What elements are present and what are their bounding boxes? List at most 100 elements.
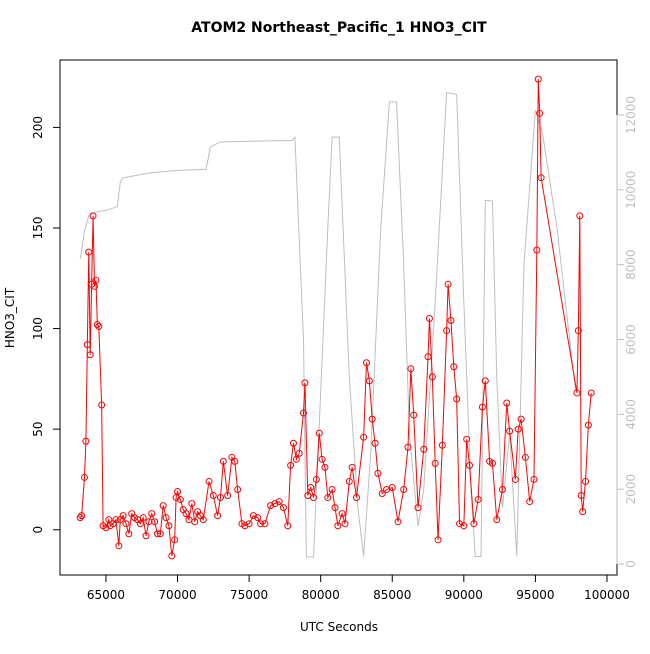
series-line bbox=[79, 79, 592, 556]
point bbox=[254, 514, 262, 522]
point bbox=[517, 415, 525, 423]
point bbox=[89, 212, 97, 220]
point bbox=[414, 504, 422, 512]
point bbox=[536, 109, 544, 117]
point bbox=[443, 327, 451, 335]
point bbox=[85, 248, 93, 256]
x-tick-label: 95000 bbox=[516, 588, 554, 602]
point bbox=[579, 508, 587, 516]
point bbox=[267, 502, 275, 510]
point bbox=[165, 522, 173, 530]
x-tick-label: 65000 bbox=[87, 588, 125, 602]
point bbox=[456, 520, 464, 528]
y-axis-label: HNO3_CIT bbox=[3, 287, 17, 348]
point bbox=[574, 327, 582, 335]
point bbox=[407, 365, 415, 373]
point bbox=[530, 475, 538, 483]
point bbox=[224, 492, 232, 500]
point bbox=[174, 488, 182, 496]
point bbox=[420, 445, 428, 453]
y-tick-label: 100 bbox=[31, 317, 45, 340]
point bbox=[279, 504, 287, 512]
point bbox=[506, 427, 514, 435]
point bbox=[95, 323, 103, 331]
point bbox=[245, 520, 253, 528]
point bbox=[153, 530, 161, 538]
point bbox=[348, 463, 356, 471]
chart-title: ATOM2 Northeast_Pacific_1 HNO3_CIT bbox=[191, 20, 487, 36]
point bbox=[460, 522, 468, 530]
point bbox=[92, 276, 100, 284]
point bbox=[352, 494, 360, 502]
point bbox=[249, 512, 257, 520]
point bbox=[362, 359, 370, 367]
point bbox=[503, 399, 511, 407]
point bbox=[82, 437, 90, 445]
point bbox=[271, 500, 279, 508]
point bbox=[78, 512, 86, 520]
y2-tick-label: 8000 bbox=[624, 249, 638, 280]
x-tick-label: 85000 bbox=[373, 588, 411, 602]
point bbox=[533, 246, 541, 254]
point bbox=[214, 512, 222, 520]
point bbox=[584, 421, 592, 429]
point bbox=[142, 532, 150, 540]
point bbox=[526, 498, 534, 506]
point bbox=[463, 435, 471, 443]
point bbox=[341, 520, 349, 528]
point bbox=[115, 542, 123, 550]
point bbox=[318, 455, 326, 463]
x-tick-label: 70000 bbox=[158, 588, 196, 602]
point bbox=[98, 401, 106, 409]
point bbox=[151, 518, 159, 526]
point bbox=[425, 315, 433, 323]
y-tick-label: 150 bbox=[31, 217, 45, 240]
point bbox=[136, 520, 144, 528]
point bbox=[125, 530, 133, 538]
point bbox=[168, 552, 176, 560]
point bbox=[428, 373, 436, 381]
point bbox=[324, 494, 332, 502]
point bbox=[112, 516, 120, 524]
point bbox=[493, 516, 501, 524]
y2-tick-label: 2000 bbox=[624, 474, 638, 505]
point bbox=[148, 510, 156, 518]
series-line bbox=[79, 91, 576, 558]
point bbox=[365, 377, 373, 385]
x-tick-label: 100000 bbox=[584, 588, 630, 602]
point bbox=[470, 520, 478, 528]
point bbox=[299, 409, 307, 417]
point bbox=[577, 492, 585, 500]
point bbox=[537, 174, 545, 182]
point bbox=[159, 502, 167, 510]
point bbox=[388, 483, 396, 491]
point bbox=[360, 433, 368, 441]
point bbox=[188, 500, 196, 508]
point bbox=[119, 512, 127, 520]
point bbox=[511, 475, 519, 483]
point bbox=[498, 486, 506, 494]
point bbox=[289, 439, 297, 447]
point bbox=[102, 524, 110, 532]
point bbox=[292, 455, 300, 463]
point bbox=[368, 415, 376, 423]
point bbox=[488, 459, 496, 467]
point bbox=[587, 389, 595, 397]
point bbox=[466, 461, 474, 469]
point bbox=[257, 520, 265, 528]
point bbox=[450, 363, 458, 371]
point bbox=[444, 280, 452, 288]
point bbox=[162, 514, 170, 522]
point bbox=[83, 341, 91, 349]
point bbox=[287, 461, 295, 469]
point bbox=[310, 494, 318, 502]
point bbox=[434, 536, 442, 544]
point bbox=[76, 514, 84, 522]
point bbox=[122, 520, 130, 528]
point bbox=[371, 439, 379, 447]
point bbox=[321, 463, 329, 471]
x-tick-label: 90000 bbox=[445, 588, 483, 602]
point bbox=[182, 510, 190, 518]
point bbox=[139, 514, 147, 522]
